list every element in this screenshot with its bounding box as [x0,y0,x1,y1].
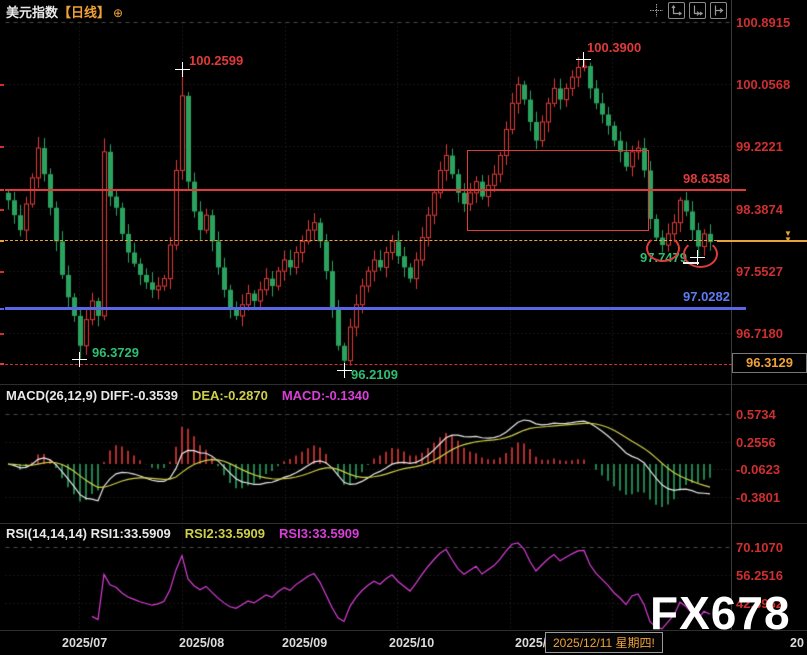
symbol-title: 美元指数 [6,5,59,20]
x-label-oct: 2025/10 [389,636,435,650]
axis-tick [0,146,4,148]
axis-tick [0,240,4,242]
axis-tick [0,84,4,86]
axis-reset-icon[interactable] [710,2,727,19]
current-price-line[interactable] [5,240,717,241]
support-line[interactable] [5,307,746,310]
x-label-nov-clipped: 2025/ [515,636,547,650]
x-label-clipped-right: 20 [790,636,804,650]
axis-tick [0,308,4,310]
price-axis-border [731,0,732,630]
alert-price-box: 96.3129 [732,353,807,373]
rsi3-value: RSI3:33.5909 [279,526,360,541]
bottom-arc-1[interactable] [646,235,680,262]
main-macd-divider [0,384,807,385]
high2-cross-marker[interactable] [576,52,591,67]
macd-macd-value: MACD:-0.1340 [281,388,370,403]
low1-cross-marker[interactable] [72,352,87,367]
x-label-jul: 2025/07 [62,636,108,650]
axis-tick [0,363,4,365]
x-label-aug: 2025/08 [179,636,225,650]
macd-dea-value: DEA:-0.2870 [191,388,268,403]
resistance-line[interactable] [5,189,746,191]
add-indicator-icon[interactable]: ⊕ [113,6,124,20]
macd-name: MACD(26,12,9) DIFF:-0.3539 [6,388,178,403]
current-date-box: 2025/12/11 星期四! [545,632,663,653]
macd-header: MACD(26,12,9) DIFF:-0.3539 DEA:-0.2870 MAC… [6,388,369,403]
rsi-header: RSI(14,14,14) RSI1:33.5909 RSI2:33.5909 RS… [6,526,359,541]
drawing-handle[interactable] [683,262,699,264]
crosshair-move-icon[interactable] [649,3,664,18]
rsi2-value: RSI2:33.5909 [184,526,266,541]
macd-rsi-divider [0,523,807,524]
rsi-name: RSI(14,14,14) RSI1:33.5909 [6,526,171,541]
axis-tick [0,209,4,211]
axis-tick [0,271,4,273]
xaxis-divider [0,630,807,631]
watermark: FX678 [650,587,791,639]
axis-tick [0,333,4,335]
low3-cross-marker[interactable] [690,250,705,265]
x-label-sep: 2025/09 [282,636,328,650]
low2-cross-marker[interactable] [337,363,352,378]
chart-toolbar [649,2,727,19]
timeframe-label: 【日线】 [58,5,111,20]
x-axis-scale-icon[interactable] [689,2,706,19]
current-price-line-axis [717,240,807,242]
high1-cross-marker[interactable] [175,62,190,77]
alert-line[interactable] [5,364,732,365]
y-axis-scale-icon[interactable] [668,2,685,19]
axis-tick [0,189,4,191]
bottom-arc-2[interactable] [683,240,718,268]
chart-title-row: 美元指数【日线】 ⊕ [6,2,123,21]
consolidation-rectangle[interactable] [467,150,649,231]
current-price-marker-icon[interactable]: ▼ ▼ [784,229,792,244]
